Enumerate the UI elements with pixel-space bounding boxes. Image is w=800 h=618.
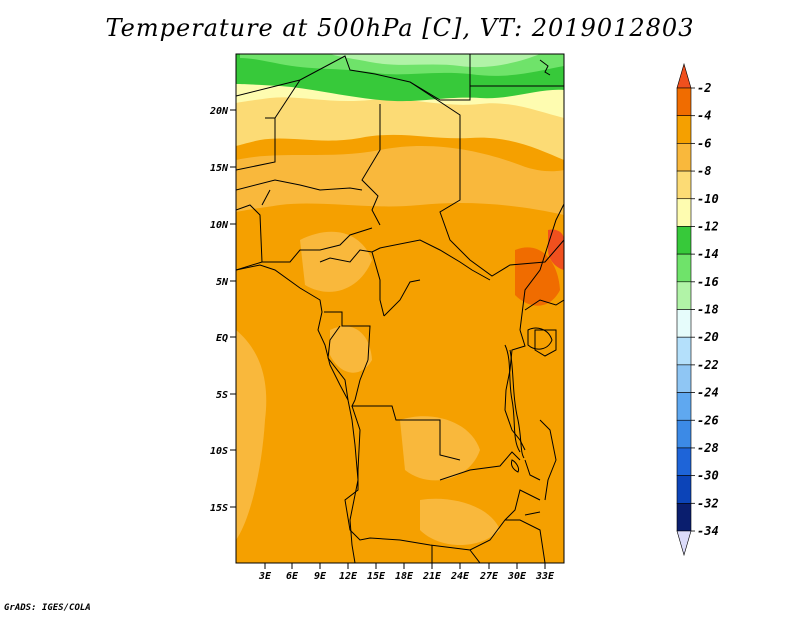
colorbar-box (676, 87, 692, 116)
lat-tick-5n: 5N (216, 277, 236, 288)
colorbar-label: -12 (697, 219, 719, 233)
lat-tick-10s: 10S (210, 446, 236, 457)
colorbar-box (676, 475, 692, 504)
lon-tick-15e: 15E (367, 563, 386, 582)
colorbar-label: -26 (697, 413, 719, 427)
lat-tick-15n: 15N (210, 163, 236, 174)
lon-tick-24e: 24E (450, 563, 470, 582)
lon-label-30e: 30E (507, 571, 527, 582)
colorbar-box (676, 419, 692, 449)
colorbar-top-arrow (676, 62, 692, 89)
colorbar-label: -24 (697, 386, 719, 400)
lat-label-10s: 10S (210, 446, 228, 457)
colorbar-box (676, 364, 692, 393)
lon-tick-18e: 18E (395, 563, 414, 582)
colorbar-box (676, 309, 692, 338)
lon-label-33e: 33E (535, 571, 555, 582)
lon-tick-9e: 9E (314, 563, 327, 582)
map-frame (235, 53, 565, 564)
longitude-axis: 3E 6E 9E 12E 15E 18E 21E 24E 27E 30E 33E (258, 563, 555, 582)
colorbar-label: -6 (697, 136, 711, 150)
colorbar-label: -22 (697, 358, 719, 372)
colorbar-label: -16 (697, 275, 719, 289)
lakes (509, 327, 553, 516)
latitude-axis: 20N 15N 10N 5N EQ 5S 10S 15S (209, 106, 236, 514)
colorbar-box (676, 503, 692, 532)
colorbar-box (676, 170, 692, 200)
colorbar-box (676, 281, 692, 310)
colorbar-box (676, 253, 692, 283)
colorbar-box (676, 115, 692, 144)
lon-tick-30e: 30E (507, 563, 527, 582)
colorbar-label: -20 (697, 330, 719, 344)
lat-tick-eq: EQ (216, 333, 236, 344)
coastline (236, 264, 359, 563)
lon-label-6e: 6E (286, 571, 299, 582)
lon-label-9e: 9E (314, 571, 327, 582)
lon-label-12e: 12E (339, 571, 358, 582)
lon-label-21e: 21E (422, 571, 442, 582)
lon-tick-33e: 33E (535, 563, 555, 582)
lon-label-15e: 15E (367, 571, 386, 582)
lat-label-10n: 10N (210, 220, 229, 231)
lon-tick-6e: 6E (286, 563, 299, 582)
colorbar-box (676, 447, 692, 476)
colorbar-label: -34 (697, 524, 719, 538)
colorbar-box (676, 226, 692, 255)
lon-label-24e: 24E (450, 571, 470, 582)
colorbar: -2 -4 -6 -8 -10 -12 -14 -16 -18 -20 -22 -24 -26 -28 -3… (676, 62, 719, 557)
lon-label-18e: 18E (395, 571, 414, 582)
colorbar-label: -10 (697, 192, 719, 206)
lat-tick-5s: 5S (216, 390, 236, 401)
colorbar-label: -28 (697, 441, 719, 455)
colorbar-box (676, 336, 692, 366)
colorbar-label: -18 (697, 303, 719, 317)
lat-label-15n: 15N (210, 163, 229, 174)
colorbar-box (676, 143, 692, 172)
lat-label-15s: 15S (210, 503, 228, 514)
colorbar-label: -14 (697, 247, 719, 261)
lat-label-5n: 5N (216, 277, 229, 288)
map-title: Temperature at 500hPa [C], VT: 201901280… (105, 14, 695, 42)
colorbar-label: -8 (697, 164, 711, 178)
country-borders (236, 54, 564, 563)
lon-label-27e: 27E (479, 571, 499, 582)
lon-label-3e: 3E (258, 571, 272, 582)
colorbar-box (676, 198, 692, 227)
lat-label-eq: EQ (216, 333, 228, 344)
lat-tick-20n: 20N (209, 106, 236, 117)
lon-tick-3e: 3E (258, 563, 272, 582)
colorbar-bottom-arrow (676, 530, 692, 557)
colorbar-label: -30 (697, 469, 719, 483)
lon-tick-21e: 21E (422, 563, 442, 582)
lat-label-5s: 5S (216, 390, 228, 401)
colorbar-label: -2 (697, 81, 711, 95)
colorbar-label: -32 (697, 496, 719, 510)
temperature-field (236, 54, 564, 563)
lat-tick-10n: 10N (210, 220, 236, 231)
colorbar-box (676, 392, 692, 421)
lon-tick-12e: 12E (339, 563, 358, 582)
colorbar-label: -4 (697, 109, 711, 123)
lon-tick-27e: 27E (479, 563, 499, 582)
grads-credit: GrADS: IGES/COLA (4, 603, 91, 613)
lat-tick-15s: 15S (210, 503, 236, 514)
lat-label-20n: 20N (209, 106, 229, 117)
